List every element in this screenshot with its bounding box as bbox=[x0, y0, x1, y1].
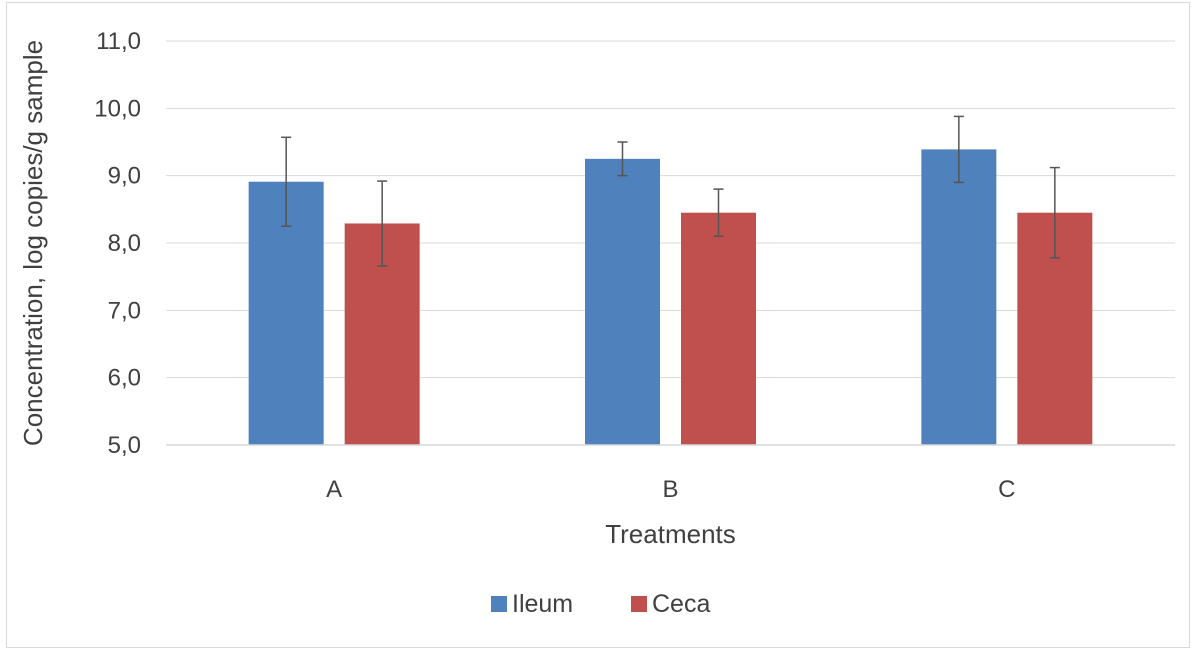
y-tick-label: 9,0 bbox=[108, 163, 141, 190]
x-tick-label: C bbox=[998, 476, 1015, 503]
y-tick-label: 7,0 bbox=[108, 297, 141, 324]
error-bar-ileum-b bbox=[617, 141, 628, 177]
error-bar-ileum-a bbox=[281, 136, 292, 227]
error-bar-ceca-c bbox=[1049, 166, 1060, 259]
error-bar-ceca-a bbox=[377, 180, 388, 267]
x-axis-tick-labels: A B C bbox=[326, 476, 1015, 503]
error-bars bbox=[281, 115, 1060, 267]
y-tick-label: 6,0 bbox=[108, 365, 141, 392]
y-axis-tick-labels: 5,0 6,0 7,0 8,0 9,0 10,0 11,0 bbox=[94, 28, 141, 459]
x-axis-title: Treatments bbox=[605, 519, 736, 549]
legend-swatch-ileum bbox=[491, 596, 507, 612]
bar-ileum-c bbox=[921, 149, 997, 445]
y-tick-label: 11,0 bbox=[96, 28, 141, 55]
x-tick-label: A bbox=[326, 476, 342, 503]
legend-swatch-ceca bbox=[631, 596, 647, 612]
error-bar-ileum-c bbox=[953, 115, 964, 184]
y-tick-label: 5,0 bbox=[108, 432, 141, 459]
bar-ceca-b bbox=[681, 212, 756, 445]
bar-ileum-b bbox=[585, 158, 660, 446]
bars bbox=[248, 149, 1093, 446]
x-tick-label: B bbox=[662, 476, 678, 503]
y-axis-title: Concentration, log copies/g sample bbox=[18, 40, 48, 446]
y-tick-label: 8,0 bbox=[108, 230, 141, 257]
legend-label-ceca: Ceca bbox=[652, 590, 710, 618]
legend: Ileum Ceca bbox=[491, 590, 710, 618]
legend-label-ileum: Ileum bbox=[512, 590, 573, 618]
gridlines bbox=[166, 40, 1175, 379]
error-bar-ceca-b bbox=[713, 188, 724, 238]
y-tick-label: 10,0 bbox=[94, 95, 141, 122]
